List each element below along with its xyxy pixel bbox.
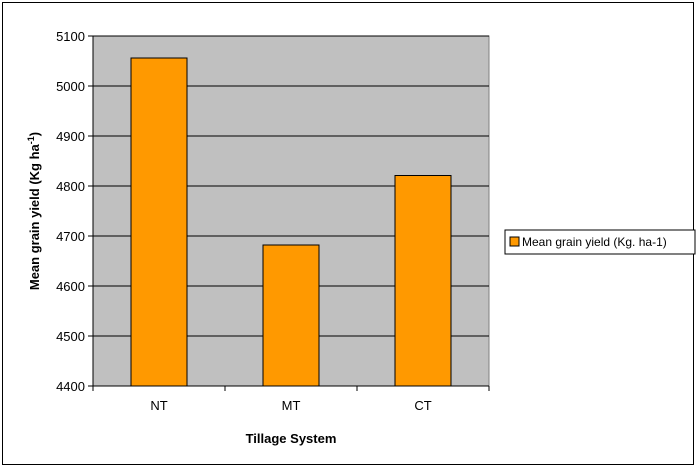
- y-axis-title-close: ): [27, 132, 42, 136]
- y-axis-title-superscript: -1: [26, 136, 36, 144]
- y-tick-label: 5000: [56, 79, 85, 94]
- x-tick-label: CT: [414, 398, 431, 413]
- bar-ct: [394, 175, 452, 387]
- legend-label: Mean grain yield (Kg. ha-1): [522, 235, 667, 249]
- y-tick-label: 4700: [56, 229, 85, 244]
- y-tick-labels: 4400 4500 4600 4700 4800 4900 5000 5100: [56, 29, 85, 394]
- y-axis-title-main: Mean grain yield (Kg ha: [27, 143, 42, 290]
- y-tick-label: 4800: [56, 179, 85, 194]
- x-tick-labels: NT MT CT: [150, 398, 431, 413]
- y-tick-label: 4500: [56, 329, 85, 344]
- y-axis-title: Mean grain yield (Kg ha-1): [26, 132, 42, 290]
- x-tick-label: NT: [150, 398, 167, 413]
- bars: [130, 57, 452, 387]
- bar-nt: [130, 57, 188, 387]
- y-tick-label: 5100: [56, 29, 85, 44]
- y-tick-label: 4900: [56, 129, 85, 144]
- axes: [88, 35, 490, 391]
- y-tick-label: 4400: [56, 379, 85, 394]
- legend: Mean grain yield (Kg. ha-1): [504, 229, 696, 255]
- x-axis-title: Tillage System: [246, 431, 337, 446]
- bar-mt: [262, 244, 320, 387]
- y-tick-label: 4600: [56, 279, 85, 294]
- x-tick-label: MT: [282, 398, 301, 413]
- legend-box: [504, 229, 696, 255]
- legend-swatch: [509, 236, 520, 247]
